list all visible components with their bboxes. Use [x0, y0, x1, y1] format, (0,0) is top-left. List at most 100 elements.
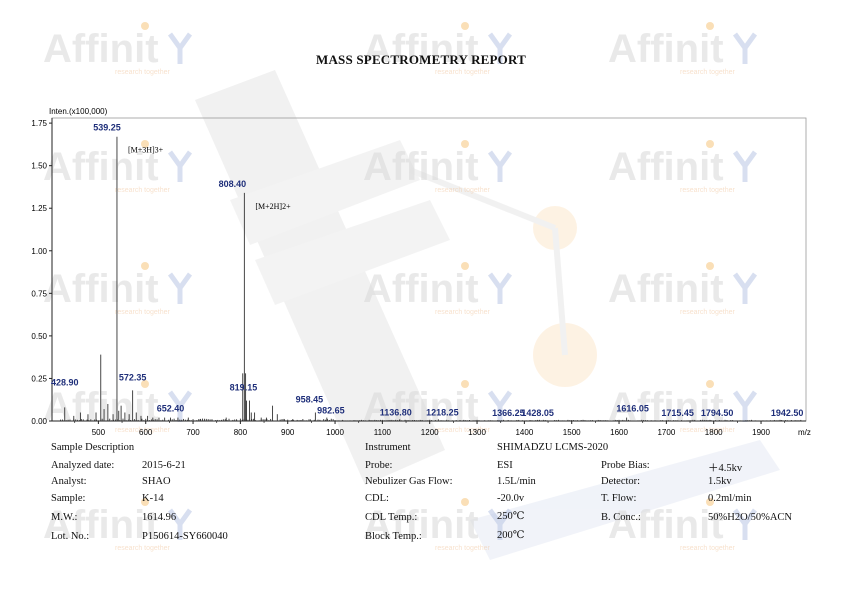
watermark-dot-icon [141, 262, 149, 270]
y-tick-label: 0.00 [31, 417, 47, 426]
block-temp-label: Block Temp.: [365, 531, 422, 542]
x-tick-label: 1100 [374, 428, 392, 437]
antibody-icon [732, 150, 758, 182]
antibody-icon [167, 32, 193, 64]
watermark-dot-icon [141, 22, 149, 30]
watermark-swoosh [470, 440, 780, 560]
x-tick-label: 1000 [326, 428, 344, 437]
y-tick-label: 0.25 [31, 374, 47, 383]
instrument-value: SHIMADZU LCMS-2020 [497, 442, 609, 453]
peak-label: 1942.50 [771, 408, 804, 418]
watermark-dot-icon [461, 22, 469, 30]
watermark-dot-icon [461, 140, 469, 148]
peak-label: 1616.05 [616, 404, 649, 414]
peak-label: 1428.05 [521, 408, 554, 418]
detector-value: 1.5kv [708, 476, 732, 487]
x-tick-label: 1700 [657, 428, 675, 437]
watermark-dot-icon [141, 498, 149, 506]
antibody-icon [487, 272, 513, 304]
antibody-icon [732, 390, 758, 422]
peak-label: 428.90 [51, 377, 79, 387]
antibody-icon [167, 150, 193, 182]
ion-annotation: [M+2H]2+ [255, 202, 291, 211]
x-tick-label: 600 [139, 428, 153, 437]
analyzed-date-label: Analyzed date: [51, 460, 115, 471]
x-tick-label: 500 [92, 428, 106, 437]
x-tick-label: 800 [234, 428, 248, 437]
analyzed-date-value: 2015-6-21 [142, 460, 186, 471]
x-axis-label: m/z [798, 428, 811, 437]
probe-label: Probe: [365, 460, 393, 471]
watermark-link [552, 227, 568, 356]
watermark-tagline: research together [115, 545, 171, 552]
x-tick-label: 1200 [421, 428, 439, 437]
y-tick-label: 1.50 [31, 162, 47, 171]
x-tick-label: 1800 [705, 428, 723, 437]
watermark-logo-text: Affinit [43, 267, 159, 311]
peak-label: 652.40 [157, 404, 185, 414]
cdl-label: CDL: [365, 493, 389, 504]
watermark-logo-text: Affinit [43, 503, 159, 547]
watermark-tagline: research together [680, 309, 736, 316]
watermark-tagline: research together [680, 187, 736, 194]
watermark-logo-text: Affinit [608, 503, 724, 547]
peak-label: 539.25 [93, 123, 121, 133]
watermark-dot-icon [141, 380, 149, 388]
detector-label: Detector: [601, 476, 641, 487]
watermark-logo-text: Affinit [363, 503, 479, 547]
cdl-value: -20.0v [497, 493, 525, 504]
x-tick-label: 1400 [515, 428, 533, 437]
watermark-tagline: research together [680, 69, 736, 76]
watermark-tagline: research together [115, 427, 171, 434]
peak-label: 572.35 [119, 372, 147, 382]
y-tick-label: 0.50 [31, 332, 47, 341]
lot-no-value: P150614-SY660040 [142, 531, 228, 542]
watermark-dot-icon [706, 380, 714, 388]
watermark-logo-text: Affinit [363, 267, 479, 311]
watermark-logo-text: Affinit [43, 145, 159, 189]
analyst-value: SHAO [142, 476, 171, 487]
peak-label: 982.65 [317, 406, 345, 416]
watermark-logo-text: Affinit [363, 27, 479, 71]
sample-label: Sample: [51, 493, 86, 504]
t-flow-value: 0.2ml/min [708, 493, 752, 504]
antibody-icon [487, 390, 513, 422]
cdl-temp-label: CDL Temp.: [365, 512, 418, 523]
mw-value: 1614.96 [142, 512, 177, 523]
y-tick-label: 1.75 [31, 119, 47, 128]
sample-description-heading: Sample Description [51, 442, 135, 453]
y-tick-label: 1.25 [31, 204, 47, 213]
cdl-temp-value: 250℃ [497, 511, 525, 522]
watermark-tagline: research together [115, 187, 171, 194]
watermark-tagline: research together [435, 545, 491, 552]
x-tick-label: 1900 [752, 428, 770, 437]
x-tick-label: 700 [186, 428, 200, 437]
peak-label: 808.40 [219, 179, 247, 189]
antibody-icon [732, 272, 758, 304]
peak-label: 1715.45 [661, 408, 694, 418]
watermark-dot-icon [706, 262, 714, 270]
watermark-logo-text: Affinit [43, 27, 159, 71]
watermark-stroke [255, 200, 450, 305]
antibody-icon [487, 150, 513, 182]
watermark-stroke [230, 140, 420, 245]
watermark-tagline: research together [435, 309, 491, 316]
peak-label: 1366.25 [492, 408, 525, 418]
nebulizer-gas-flow-label: Nebulizer Gas Flow: [365, 476, 453, 487]
watermark-logo-text: Affinit [363, 145, 479, 189]
peak-label: 1218.25 [426, 407, 459, 417]
antibody-icon [732, 508, 758, 540]
watermark-tagline: research together [680, 545, 736, 552]
watermark-logo-text: Affinit [608, 145, 724, 189]
watermark-dot-icon [461, 498, 469, 506]
